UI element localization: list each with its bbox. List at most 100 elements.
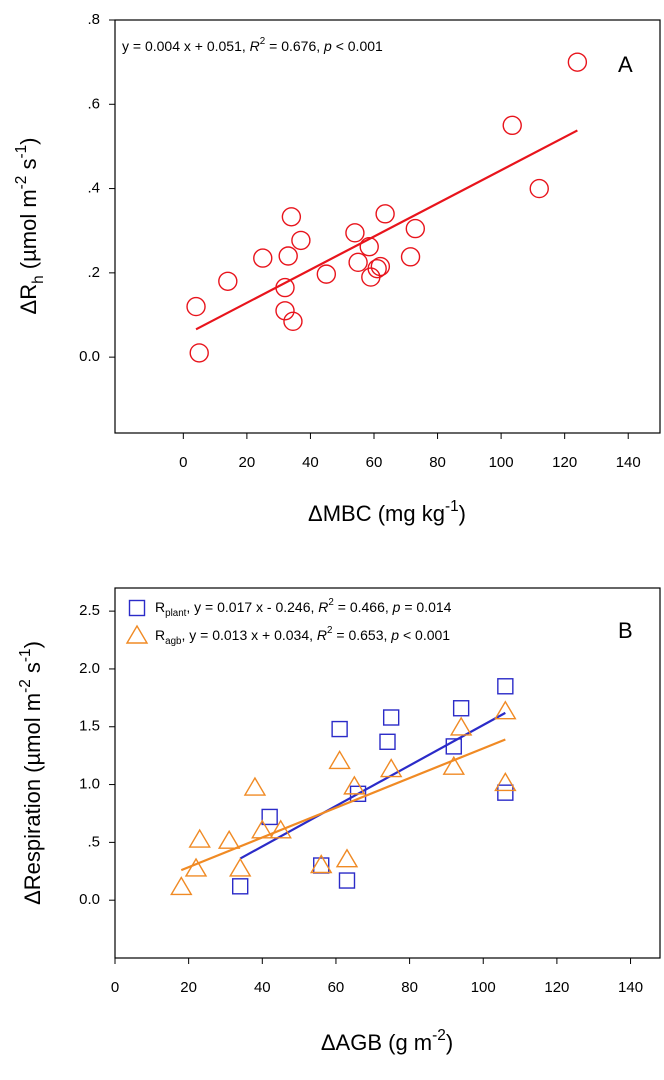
y-tick-label: 0.0 — [79, 891, 100, 908]
point — [232, 878, 249, 895]
panel-label: A — [618, 52, 633, 77]
x-tick-label: 20 — [180, 979, 197, 996]
point — [567, 52, 588, 72]
point — [217, 829, 241, 849]
label-part: s — [20, 662, 45, 679]
point — [370, 256, 391, 277]
label-part: -2 — [17, 679, 34, 693]
y-tick-label: 0.0 — [79, 348, 100, 365]
x-tick-label: 120 — [544, 979, 569, 996]
label-part: ) — [446, 1030, 453, 1055]
point — [367, 258, 387, 279]
y-tick-label: .2 — [87, 264, 100, 281]
point — [452, 700, 470, 717]
annotation-part: 2 — [260, 36, 265, 47]
legend-part: 2 — [327, 625, 332, 636]
legend-part: p — [390, 627, 399, 643]
point — [328, 750, 351, 770]
point — [382, 709, 400, 726]
plot-frame — [114, 587, 661, 959]
label-part: -1 — [445, 498, 459, 515]
annotation-part: < 0.001 — [332, 38, 383, 54]
point — [189, 343, 209, 363]
y-tick-label: .6 — [87, 95, 100, 112]
point — [497, 784, 514, 801]
label-part: ) — [20, 641, 45, 648]
x-tick-label: 40 — [302, 454, 319, 471]
label-part: -2 — [13, 176, 30, 190]
label-part: s — [16, 159, 41, 176]
x-tick-label: 60 — [366, 454, 383, 471]
point — [170, 876, 193, 896]
x-tick-label: 140 — [616, 454, 641, 471]
legend-part: agb — [165, 636, 182, 647]
legend-part: p — [392, 599, 401, 615]
point — [497, 678, 514, 695]
label-part: h — [30, 275, 47, 284]
label-part: ) — [16, 138, 41, 145]
legend-marker — [125, 624, 149, 644]
legend-label: Ragb, y = 0.013 x + 0.034, R2 = 0.653, p… — [155, 625, 450, 647]
x-tick-label: 100 — [489, 454, 514, 471]
point — [253, 248, 273, 268]
point — [502, 115, 522, 136]
label-part: ΔMBC (mg kg — [308, 501, 445, 526]
x-tick-label: 120 — [552, 454, 577, 471]
point — [449, 716, 473, 736]
label-part: -2 — [432, 1027, 446, 1044]
point — [494, 772, 517, 792]
label-part: ) — [459, 501, 466, 526]
label-part: -1 — [13, 145, 30, 159]
fit-line — [195, 129, 578, 331]
legend-part: R — [155, 627, 165, 643]
fit-line — [180, 738, 506, 872]
label-part: ΔAGB (g m — [321, 1030, 432, 1055]
point — [400, 247, 421, 267]
point — [275, 301, 295, 321]
point — [278, 246, 298, 266]
x-tick-label: 80 — [401, 979, 418, 996]
annotation: y = 0.004 x + 0.051, R2 = 0.676, p < 0.0… — [122, 36, 383, 54]
x-tick-label: 40 — [254, 979, 271, 996]
point — [405, 218, 426, 239]
panel-label: B — [618, 618, 633, 643]
point — [283, 311, 303, 332]
y-tick-label: .8 — [87, 11, 100, 28]
y-tick-label: .5 — [87, 833, 100, 850]
point — [291, 230, 311, 251]
label-part: (µmol m — [16, 189, 41, 275]
annotation-part: = 0.676, — [265, 38, 324, 54]
x-axis-label: ΔMBC (mg kg-1) — [308, 498, 466, 526]
point — [338, 872, 356, 889]
plot-frame — [114, 19, 661, 434]
point — [281, 207, 302, 227]
legend-part: R — [317, 627, 327, 643]
point — [343, 775, 366, 795]
point — [331, 720, 348, 738]
x-tick-label: 60 — [328, 979, 345, 996]
point — [379, 758, 403, 778]
point — [275, 277, 295, 298]
annotation-part: p — [323, 38, 332, 54]
annotation-part: y = 0.004 x + 0.051, — [122, 38, 250, 54]
label-part: -1 — [17, 648, 34, 662]
point — [218, 271, 238, 291]
legend-marker — [128, 599, 146, 617]
point — [529, 178, 549, 199]
legend-part: = 0.014 — [400, 599, 451, 615]
legend-part: R — [155, 599, 165, 615]
legend-part: = 0.653, — [333, 627, 392, 643]
x-tick-label: 80 — [429, 454, 446, 471]
point — [375, 204, 395, 224]
x-tick-label: 0 — [111, 979, 119, 996]
point — [228, 857, 252, 877]
legend-label: Rplant, y = 0.017 x - 0.246, R2 = 0.466,… — [155, 597, 452, 619]
x-tick-label: 100 — [471, 979, 496, 996]
y-axis-label: ΔRespiration (µmol m-2 s-1) — [17, 641, 45, 905]
y-axis-label: ΔRh (µmol m-2 s-1) — [13, 138, 47, 315]
x-tick-label: 20 — [239, 454, 256, 471]
point — [269, 819, 292, 839]
point — [186, 296, 206, 317]
legend-part: R — [318, 599, 328, 615]
